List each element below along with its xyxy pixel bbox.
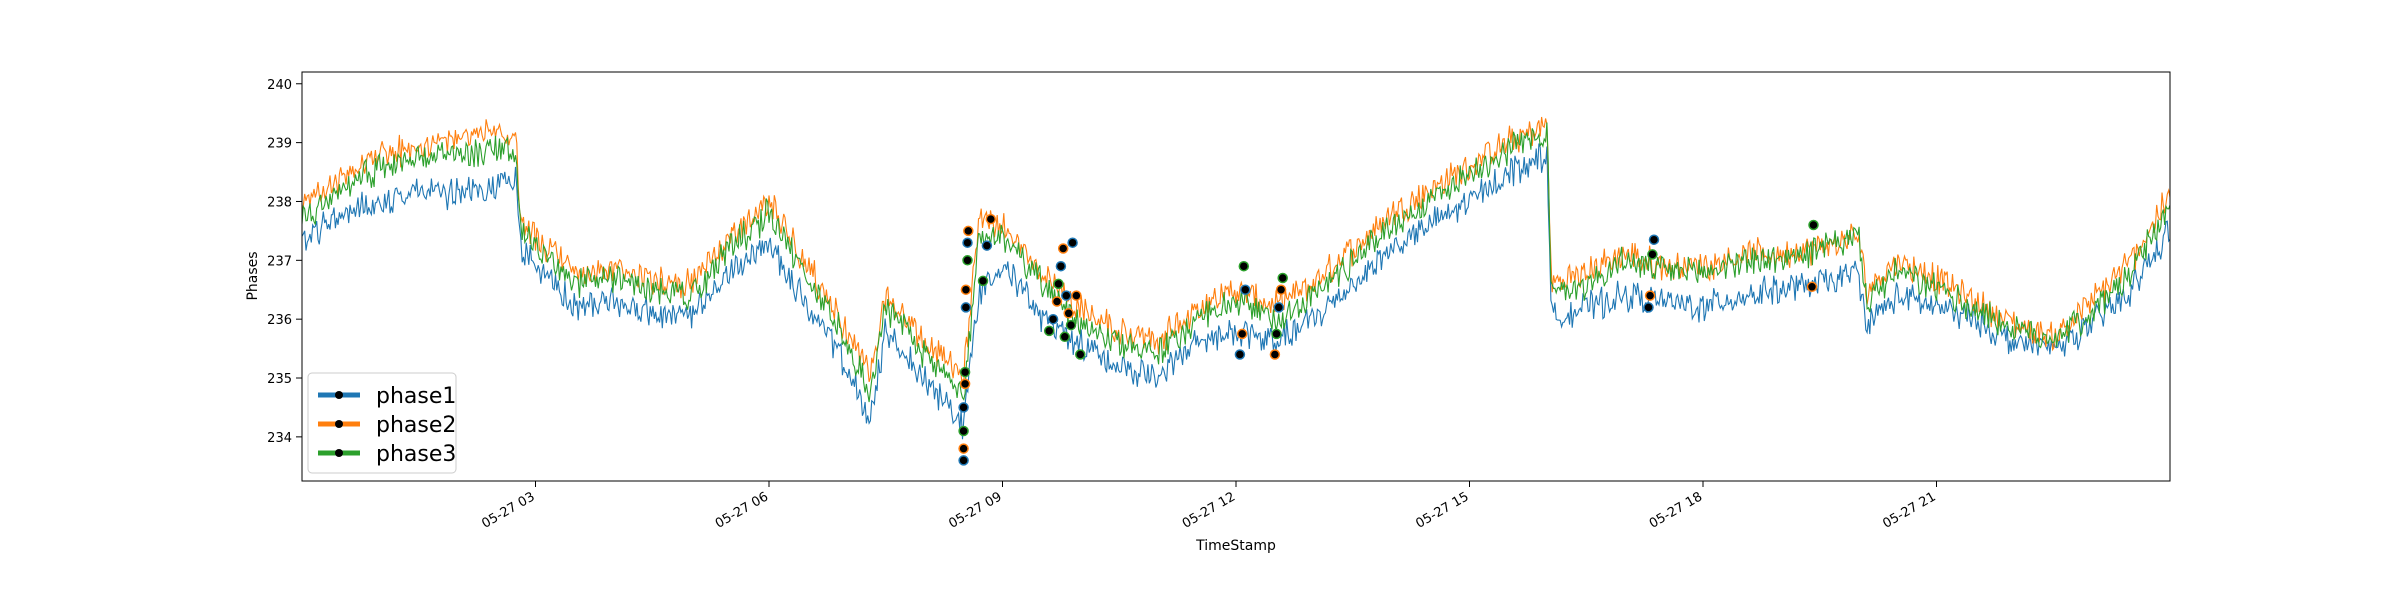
anomaly-marker [960,302,972,313]
anomaly-marker [1051,296,1063,307]
y-axis-label: Phases [245,251,261,300]
x-tick-label: 05-27 12 [1180,489,1238,531]
anomaly-marker [1647,249,1658,260]
anomaly-marker [960,284,972,295]
x-tick-label: 05-27 18 [1647,489,1705,531]
anomaly-marker [985,213,997,225]
legend-entry-phase2: phase2 [318,413,456,438]
legend-marker-phase3 [335,449,343,457]
anomaly-marker [1275,284,1287,295]
legend-label-phase1: phase1 [376,384,456,409]
anomaly-marker [1236,328,1248,340]
anomaly-marker [1271,328,1282,340]
x-tick-label: 05-27 03 [479,489,537,531]
anomaly-marker [1047,313,1059,325]
legend-marker-phase2 [335,420,343,428]
y-tick-label: 237 [267,254,292,269]
y-axis-ticks: 234 235 236 237 238 239 240 [267,78,302,446]
anomaly-marker [1269,349,1281,360]
anomaly-marker [1059,331,1071,343]
legend-entry-phase3: phase3 [318,442,456,467]
anomaly-marker [1043,325,1055,337]
anomaly-marker [1065,319,1077,331]
anomaly-marker [1234,349,1246,360]
x-tick-label: 05-27 21 [1880,489,1938,531]
anomaly-marker [1806,281,1818,293]
anomaly-marker [1648,234,1660,245]
legend-label-phase2: phase2 [376,413,456,438]
anomaly-marker [962,237,973,248]
anomaly-marker [1055,260,1067,272]
anomaly-marker [1644,290,1656,301]
legend-frame [307,372,457,474]
series-line-phase2 [302,116,2170,388]
anomaly-marker [1067,237,1078,248]
anomaly-marker [1053,278,1064,290]
anomaly-marker [1808,219,1819,231]
anomaly-marker [1061,290,1072,301]
legend-label-phase3: phase3 [376,442,456,467]
y-tick-label: 240 [267,78,292,93]
anomaly-marker [1238,260,1250,272]
x-axis-label: TimeStamp [1195,538,1276,554]
anomaly-marker [1240,284,1251,295]
legend-marker-phase1 [335,391,343,399]
legend: phase1 phase2 phase3 [307,372,457,474]
anomaly-marker [1071,290,1082,301]
anomaly-marker [958,402,969,413]
anomaly-marker [959,366,971,378]
series-layer [302,116,2170,440]
anomaly-marker [963,225,974,237]
anomaly-marker [977,275,989,287]
y-tick-label: 238 [267,195,292,210]
anomaly-markers-layer [958,213,1819,466]
x-tick-label: 05-27 06 [713,489,771,531]
y-tick-label: 235 [267,372,292,387]
series-line-phase3 [302,122,2170,403]
anomaly-marker [1075,349,1086,360]
anomaly-marker [959,378,971,390]
anomaly-marker [1643,302,1654,313]
anomaly-marker [981,240,993,251]
x-axis-ticks: 05-27 03 05-27 06 05-27 09 05-27 12 05-27 15… [479,481,1939,532]
anomaly-marker [1277,272,1288,284]
anomaly-marker [958,425,969,437]
anomaly-marker [958,443,969,454]
anomaly-marker [1063,308,1074,319]
anomaly-marker [1273,302,1285,313]
y-tick-label: 234 [267,431,292,446]
series-line-phase1 [302,143,2170,440]
x-tick-label: 05-27 09 [946,489,1004,531]
legend-entry-phase1: phase1 [318,384,456,409]
y-tick-label: 236 [267,313,292,328]
y-tick-label: 239 [267,137,292,152]
x-tick-label: 05-27 15 [1413,489,1471,531]
anomaly-marker [962,255,973,266]
anomaly-marker [958,455,969,466]
anomaly-marker [1057,243,1069,254]
